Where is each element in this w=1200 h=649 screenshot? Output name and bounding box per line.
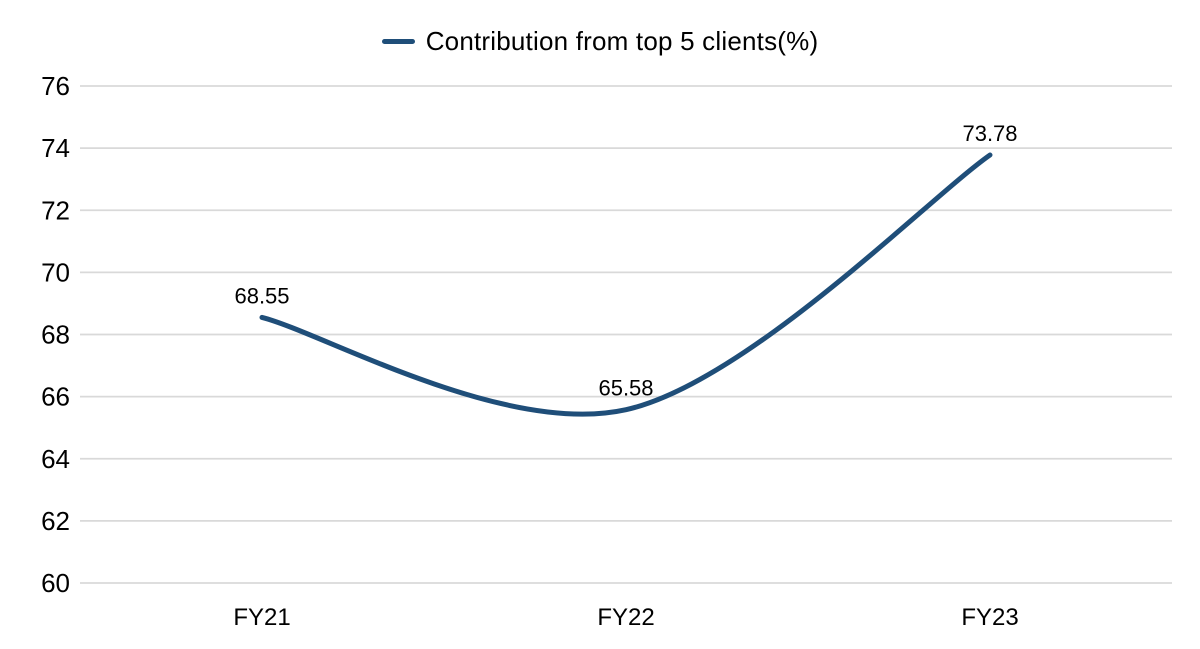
data-label: 73.78	[962, 121, 1017, 146]
x-axis-tick-label: FY21	[233, 604, 290, 631]
y-axis-tick-label: 66	[41, 382, 70, 412]
y-axis-tick-label: 74	[41, 133, 70, 163]
y-axis-tick-label: 68	[41, 320, 70, 350]
y-axis-tick-label: 76	[41, 71, 70, 101]
data-label: 65.58	[598, 376, 653, 401]
y-axis-tick-label: 64	[41, 444, 70, 474]
x-axis-tick-label: FY22	[597, 604, 654, 631]
data-label: 68.55	[234, 283, 289, 308]
x-axis-tick-label: FY23	[961, 604, 1018, 631]
y-axis-tick-label: 70	[41, 257, 70, 287]
y-axis-tick-label: 62	[41, 506, 70, 536]
y-axis-tick-label: 60	[41, 568, 70, 598]
series-line	[259, 152, 993, 417]
y-axis-tick-label: 72	[41, 195, 70, 225]
